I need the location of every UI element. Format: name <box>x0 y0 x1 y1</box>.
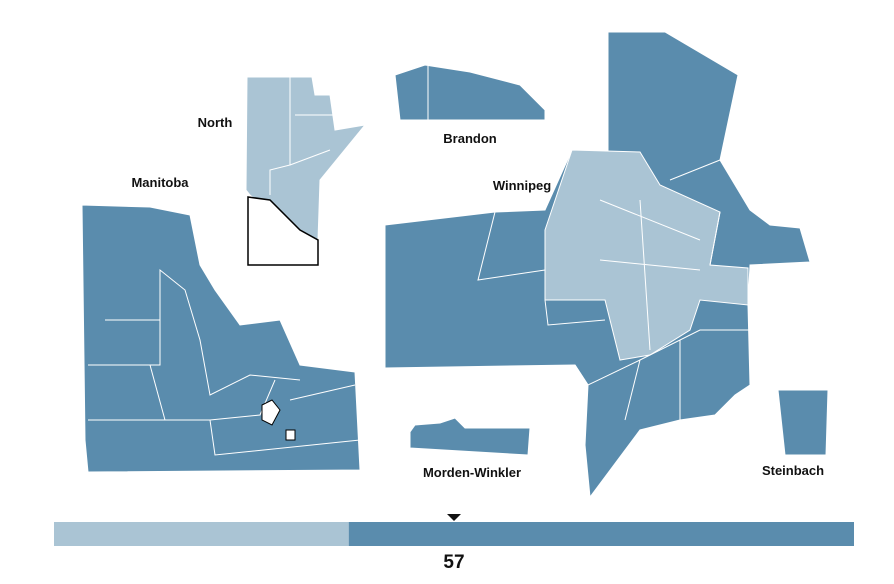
boundary <box>269 77 335 195</box>
majority-marker <box>447 514 461 521</box>
region <box>81 204 361 473</box>
region <box>544 149 749 361</box>
region <box>777 389 829 456</box>
region-highlight <box>285 429 296 441</box>
region-label: Morden-Winkler <box>423 465 521 480</box>
region <box>394 64 546 121</box>
region-label: Manitoba <box>131 175 189 190</box>
region-highlight <box>247 196 319 266</box>
region-label: Brandon <box>443 131 497 146</box>
seat-bar <box>54 514 854 546</box>
seat-total: 57 <box>443 552 464 573</box>
region <box>245 76 367 241</box>
boundary <box>88 268 361 456</box>
region <box>409 417 531 456</box>
boundary <box>477 159 750 421</box>
region-label: Winnipeg <box>493 178 551 193</box>
region-highlight <box>261 399 281 426</box>
map: North Manitoba Brandon Winnipeg Morden-W… <box>81 31 829 499</box>
seat-segment <box>54 522 349 546</box>
region-label: Steinbach <box>762 463 824 478</box>
seat-segment <box>348 522 854 546</box>
region-label: North <box>198 115 233 130</box>
